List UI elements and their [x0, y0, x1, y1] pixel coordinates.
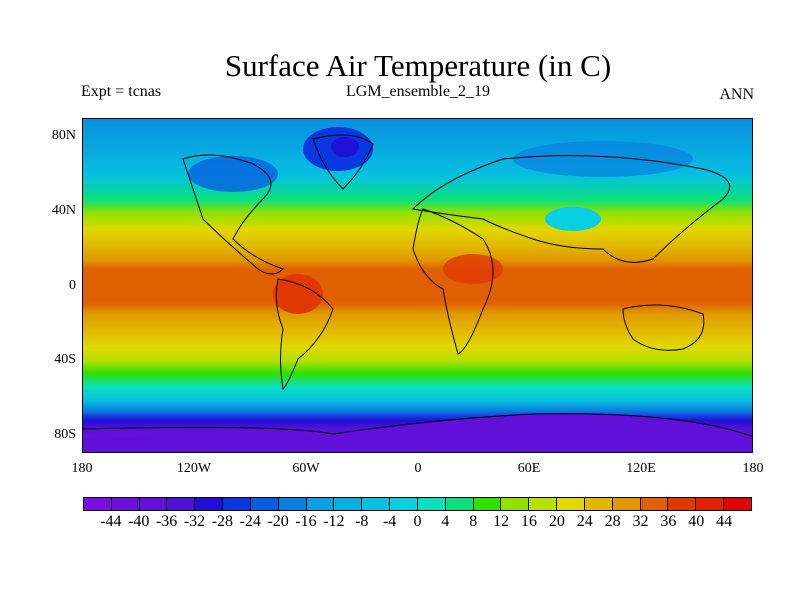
colorbar-box	[557, 498, 585, 510]
colorbar-box	[390, 498, 418, 510]
lat-label-40n: 40N	[51, 203, 76, 218]
colorbar-label: -8	[355, 513, 369, 530]
colorbar-box	[278, 498, 307, 510]
colorbar-label: -24	[239, 513, 261, 530]
tibet-cold-region	[545, 207, 601, 231]
colorbar-box	[111, 498, 140, 510]
coastlines	[83, 134, 752, 437]
lon-label-120e: 120E	[626, 461, 656, 476]
plot-title: Surface Air Temperature (in C)	[224, 48, 612, 83]
antarctica-region	[83, 413, 752, 452]
colorbar-label: 20	[548, 513, 565, 530]
colorbar-label: -28	[211, 513, 234, 530]
colorbar-box	[195, 498, 224, 510]
colorbar-box	[139, 498, 168, 510]
colorbar-label: 8	[469, 513, 478, 530]
lat-label-40s: 40S	[54, 352, 76, 367]
colorbar-box	[584, 498, 613, 510]
lon-label-180w: 180	[71, 461, 93, 476]
colorbar-box	[223, 498, 251, 510]
colorbar-label: 44	[716, 513, 733, 530]
colorbar	[83, 497, 752, 511]
experiment-label: Expt = tcnas	[81, 83, 162, 100]
colorbar-label: -12	[323, 513, 345, 530]
season-label: ANN	[719, 86, 754, 103]
colorbar-box	[668, 498, 697, 510]
temperature-map	[82, 118, 753, 453]
siberia-cold-region	[513, 141, 693, 177]
colorbar-box	[640, 498, 669, 510]
colorbar-box	[250, 498, 279, 510]
colorbar-box	[167, 498, 196, 510]
colorbar-box	[696, 498, 725, 510]
colorbar-label: -36	[155, 513, 178, 530]
colorbar-label: 24	[576, 513, 593, 530]
colorbar-label: 32	[632, 513, 649, 530]
lon-label-180e: 180	[742, 461, 764, 476]
africa-warm-region	[443, 254, 503, 284]
colorbar-label: 28	[604, 513, 621, 530]
colorbar-label: 36	[660, 513, 677, 530]
colorbar-label: -40	[128, 513, 150, 530]
colorbar-box	[473, 498, 502, 510]
colorbar-box	[724, 498, 751, 510]
colorbar-label: 12	[493, 513, 510, 530]
lat-label-0: 0	[69, 278, 76, 293]
colorbar-box	[417, 498, 446, 510]
colorbar-label: -44	[100, 513, 122, 530]
colorbar-label: -16	[295, 513, 317, 530]
colorbar-label: -32	[183, 513, 206, 530]
lon-label-0: 0	[414, 461, 422, 476]
colorbar-label: -4	[382, 513, 397, 530]
north-america-cold-region	[188, 156, 278, 192]
greenland-core	[331, 137, 359, 157]
colorbar-box	[529, 498, 558, 510]
lon-label-60w: 60W	[292, 461, 320, 476]
colorbar-box	[306, 498, 335, 510]
colorbar-label: 0	[413, 513, 422, 530]
colorbar-label: 4	[441, 513, 450, 530]
lat-label-80s: 80S	[54, 427, 76, 442]
lon-label-60e: 60E	[517, 461, 541, 476]
case-label: LGM_ensemble_2_19	[346, 83, 490, 100]
colorbar-box	[445, 498, 474, 510]
colorbar-box	[501, 498, 530, 510]
colorbar-box	[84, 498, 112, 510]
colorbar-label: -20	[267, 513, 289, 530]
amazon-warm-region	[273, 274, 323, 314]
colorbar-box	[334, 498, 363, 510]
colorbar-label: 40	[688, 513, 705, 530]
colorbar-box	[612, 498, 641, 510]
lat-label-80n: 80N	[51, 128, 76, 143]
colorbar-box	[362, 498, 391, 510]
colorbar-label: 16	[521, 513, 537, 530]
lon-label-120w: 120W	[176, 461, 212, 476]
